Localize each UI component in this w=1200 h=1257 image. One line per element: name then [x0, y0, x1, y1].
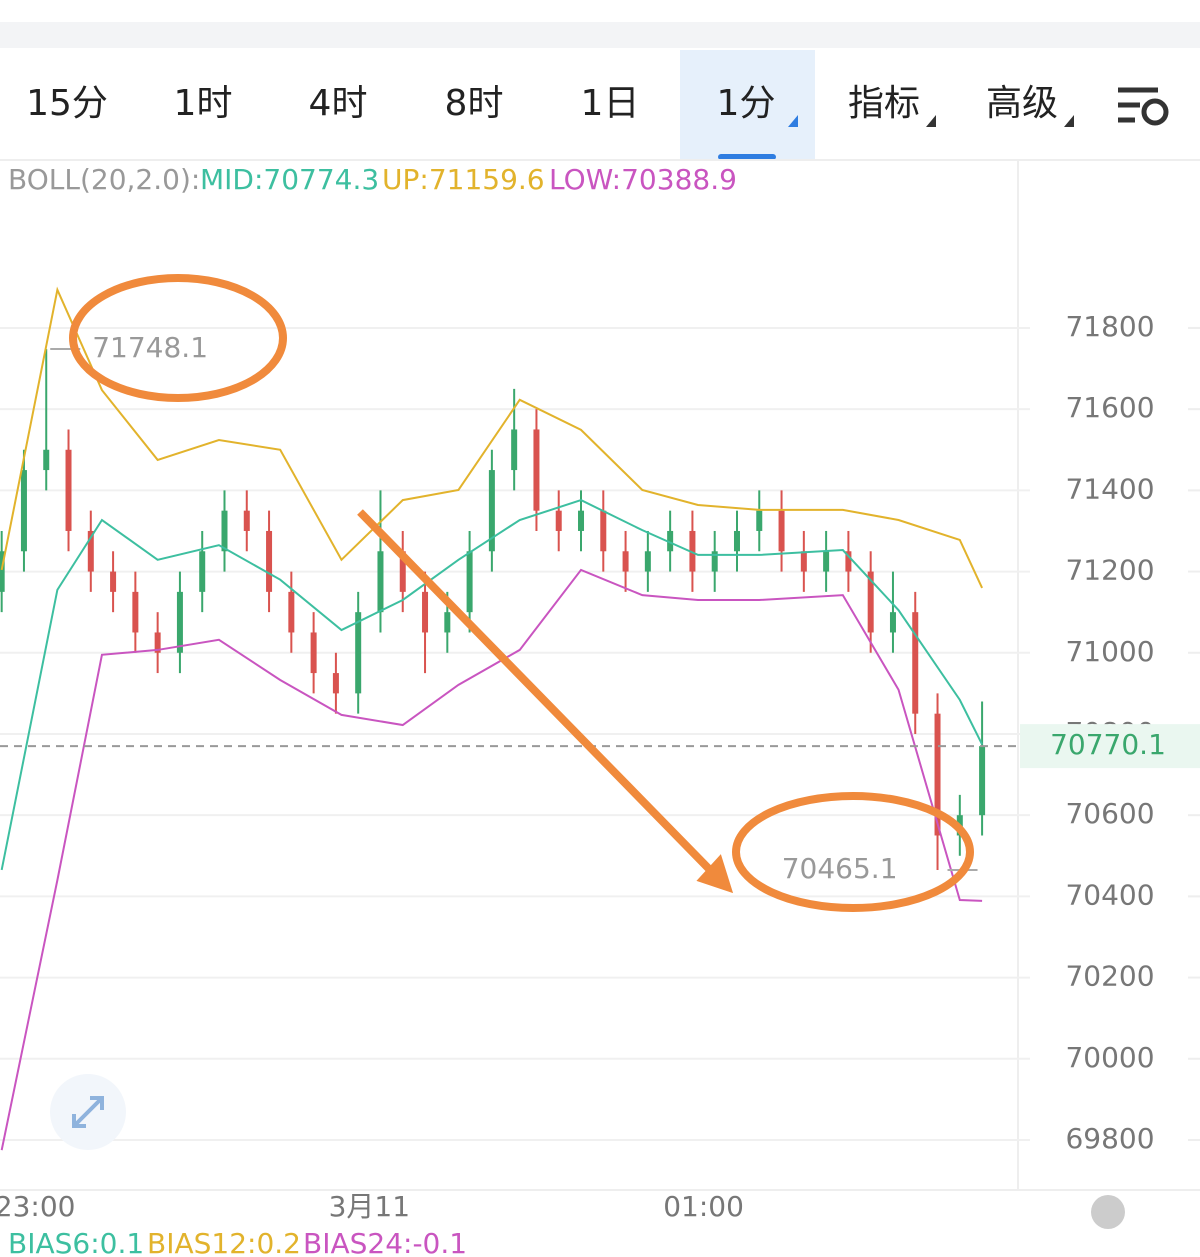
candle-body: [622, 551, 629, 572]
candle-body: [266, 530, 273, 592]
candle-body: [823, 551, 830, 572]
candle-body: [243, 510, 250, 531]
candle-body: [20, 470, 27, 552]
band-line: [0, 286, 984, 589]
annotation-label: 71748.1: [92, 331, 208, 364]
active-tab-indicator: [718, 154, 776, 160]
dropdown-caret: [1064, 115, 1074, 127]
band-line: [0, 568, 983, 1151]
y-tick-label: 71000: [1065, 635, 1154, 668]
bias-6: BIAS6:0.1: [8, 1227, 144, 1257]
candle-body: [689, 530, 696, 572]
bias-24: BIAS24:-0.1: [303, 1227, 467, 1257]
candle-body: [889, 612, 896, 633]
dropdown-caret: [926, 115, 936, 127]
y-tick-label: 70200: [1065, 960, 1154, 993]
y-tick-label: 69800: [1065, 1122, 1154, 1155]
x-tick-label: 23:00: [0, 1190, 75, 1223]
candle-body: [377, 551, 384, 613]
candle-body: [778, 510, 785, 552]
candle-body: [310, 632, 317, 674]
candle-body: [0, 551, 5, 592]
y-tick-label: 71800: [1065, 310, 1154, 343]
candle-body: [488, 470, 495, 552]
indicator-up: UP:71159.6: [382, 163, 545, 196]
candle-body: [600, 510, 607, 552]
candle-body: [644, 551, 651, 572]
candle-body: [332, 673, 339, 694]
candle-body: [800, 551, 807, 572]
candle-body: [511, 429, 518, 471]
tab[interactable]: 4时: [309, 83, 368, 124]
y-tick-label: 71600: [1065, 391, 1154, 424]
candle-body: [845, 551, 852, 572]
bias-12: BIAS12:0.2: [147, 1227, 301, 1257]
tab[interactable]: 指标: [848, 83, 920, 124]
candle-body: [667, 530, 674, 552]
top-strip: [0, 22, 1200, 48]
indicator-low: LOW:70388.9: [549, 163, 737, 196]
candle-body: [934, 713, 941, 836]
hand-annotations: [69, 274, 974, 912]
y-tick-label: 71200: [1065, 554, 1154, 587]
candle-body: [154, 632, 161, 653]
x-tick-label: 01:00: [663, 1190, 744, 1223]
expand-icon: [72, 1096, 104, 1128]
active-tab-bg: [680, 50, 815, 160]
tab[interactable]: 8时: [445, 83, 504, 124]
y-tick-label: 70000: [1065, 1041, 1154, 1074]
candle-body: [555, 510, 562, 531]
candle-body: [110, 571, 117, 592]
candle-body: [444, 612, 451, 633]
settings-icon[interactable]: [1118, 87, 1169, 126]
candle-body: [756, 510, 763, 531]
y-tick-label: 70600: [1065, 797, 1154, 830]
tab[interactable]: 1时: [174, 83, 233, 124]
plot: 6980070000702007040070600708007100071200…: [0, 286, 1200, 1223]
tab[interactable]: 1日: [581, 83, 640, 124]
candle-body: [221, 510, 228, 552]
candle-body: [176, 591, 183, 653]
band-line: [0, 499, 983, 871]
tab[interactable]: 15分: [26, 83, 108, 124]
tab[interactable]: 高级: [986, 83, 1058, 124]
candle-body: [733, 530, 740, 552]
candle-body: [288, 591, 295, 633]
candle-body: [355, 612, 362, 694]
candle-body: [912, 612, 919, 714]
annotation-label: 70465.1: [782, 852, 898, 885]
candle-body: [466, 551, 473, 613]
candle-body: [979, 746, 986, 816]
candle-body: [867, 571, 874, 633]
candle-body: [711, 551, 718, 572]
dropdown-caret: [788, 115, 798, 127]
candle-body: [422, 591, 429, 633]
last-price-box: [1020, 724, 1200, 769]
indicator-mid: MID:70774.3: [200, 163, 379, 196]
candle-body: [132, 591, 139, 633]
candle-body: [199, 551, 206, 592]
y-tick-label: 70400: [1065, 878, 1154, 911]
candle-body: [43, 449, 50, 471]
candle-body: [533, 429, 540, 511]
candle-body: [399, 551, 406, 592]
y-tick-label: 71400: [1065, 472, 1154, 505]
indicator-name: BOLL(20,2.0):: [8, 163, 200, 196]
x-tick-label: 3月11: [329, 1190, 410, 1223]
candle-body: [578, 510, 585, 531]
candle-body: [65, 449, 72, 531]
last-price-label: 70770.1: [1050, 728, 1166, 761]
tab[interactable]: 1分: [717, 83, 776, 124]
candle-body: [87, 530, 94, 572]
scroll-latest-button[interactable]: [1091, 1195, 1125, 1229]
